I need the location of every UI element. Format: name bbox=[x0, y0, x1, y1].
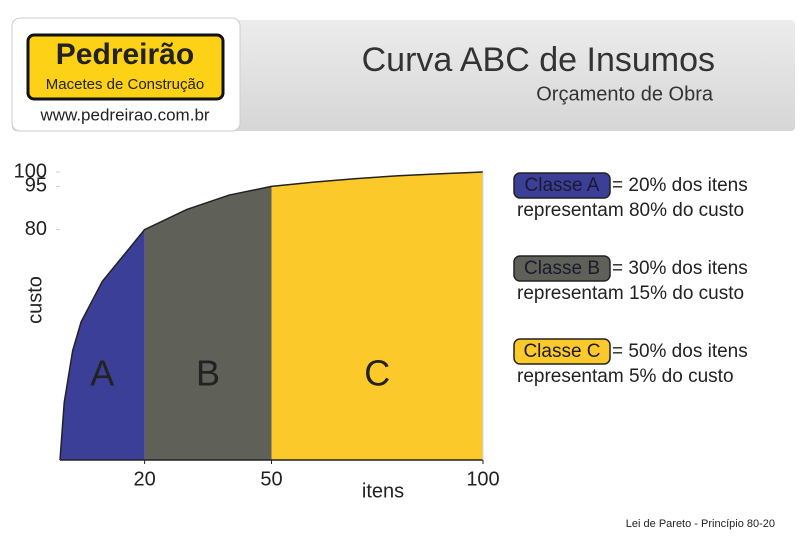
class-text2: representam 5% do custo bbox=[517, 366, 734, 387]
x-tick-label: 100 bbox=[466, 468, 499, 490]
x-axis-label: itens bbox=[362, 480, 404, 502]
x-tick-label: 50 bbox=[260, 468, 282, 490]
region bbox=[60, 229, 145, 460]
class-text2: representam 15% do custo bbox=[517, 283, 744, 304]
footer: Lei de Pareto - Princípio 80-20 bbox=[626, 518, 775, 530]
title: Curva ABC de Insumos bbox=[362, 41, 715, 79]
tagline: Macetes de Construção bbox=[46, 76, 204, 93]
class-badge bbox=[513, 338, 611, 365]
class-text: = 30% dos itens bbox=[612, 258, 748, 279]
y-axis-label: custo bbox=[24, 276, 46, 324]
logo-badge bbox=[26, 33, 225, 101]
curve bbox=[59, 171, 484, 461]
class-label: Classe C bbox=[523, 341, 600, 362]
region-label: B bbox=[196, 353, 220, 394]
x-tick-label: 20 bbox=[133, 468, 155, 490]
y-tick-label: 80 bbox=[25, 218, 47, 240]
url: www.pedreirao.com.br bbox=[39, 105, 209, 124]
class-badge bbox=[513, 255, 611, 282]
region bbox=[271, 172, 483, 460]
subtitle: Orçamento de Obra bbox=[536, 83, 714, 105]
class-label: Classe A bbox=[525, 175, 600, 196]
y-tick-label: 95 bbox=[25, 175, 47, 197]
class-text: = 50% dos itens bbox=[612, 341, 748, 362]
region-label: C bbox=[364, 353, 390, 394]
class-label: Classe B bbox=[524, 258, 600, 279]
class-text2: representam 80% do custo bbox=[517, 200, 744, 221]
brand: Pedreirão bbox=[56, 38, 194, 71]
region-label: A bbox=[90, 353, 114, 394]
legend: Classe A = 20% dos itens representam 80% d… bbox=[513, 172, 748, 387]
class-badge bbox=[513, 172, 611, 199]
y-tick-label: 100 bbox=[14, 160, 47, 182]
region bbox=[144, 186, 272, 460]
class-text: = 20% dos itens bbox=[612, 175, 748, 196]
